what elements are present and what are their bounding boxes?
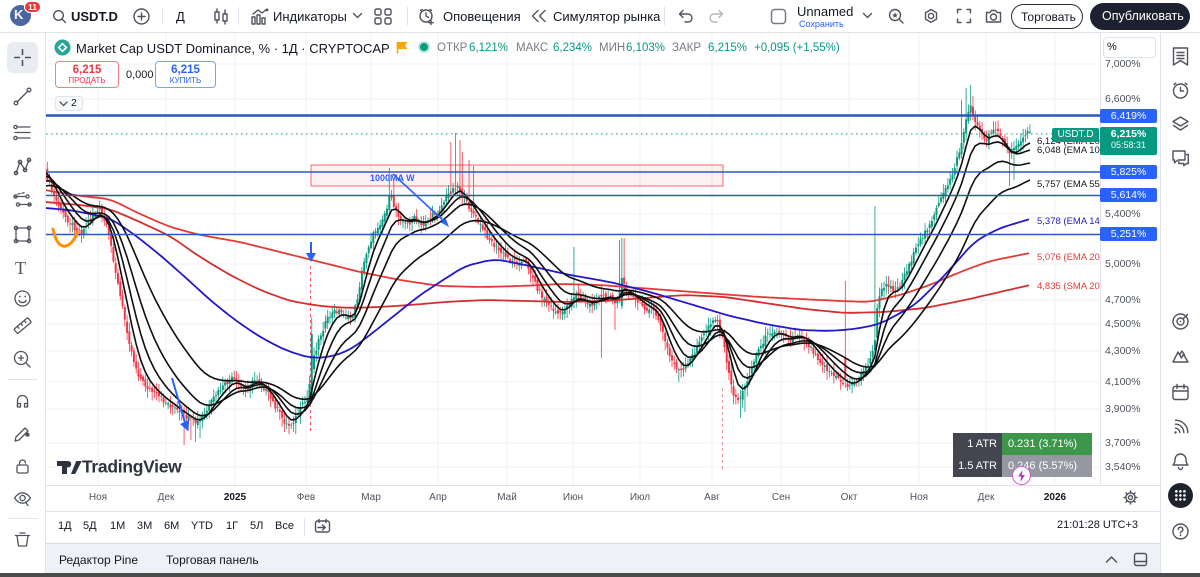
svg-text:5,757 (EMA 55 close 0 EMA: 5,757 (EMA 55 close 0 EMA	[1037, 179, 1100, 190]
svg-text:5,378 (EMA 144 close 0 E: 5,378 (EMA 144 close 0 E	[1037, 216, 1100, 227]
svg-text:4,835 (SMA 200 close: 4,835 (SMA 200 close	[1037, 281, 1100, 292]
svg-text:TradingView: TradingView	[82, 457, 182, 477]
svg-text:1000MA W: 1000MA W	[370, 173, 415, 183]
svg-text:5,076 (EMA 200 close 0: 5,076 (EMA 200 close 0	[1037, 252, 1100, 263]
svg-text:6,048 (EMA 100 close 0 EMA: 6,048 (EMA 100 close 0 EMA	[1037, 145, 1100, 156]
